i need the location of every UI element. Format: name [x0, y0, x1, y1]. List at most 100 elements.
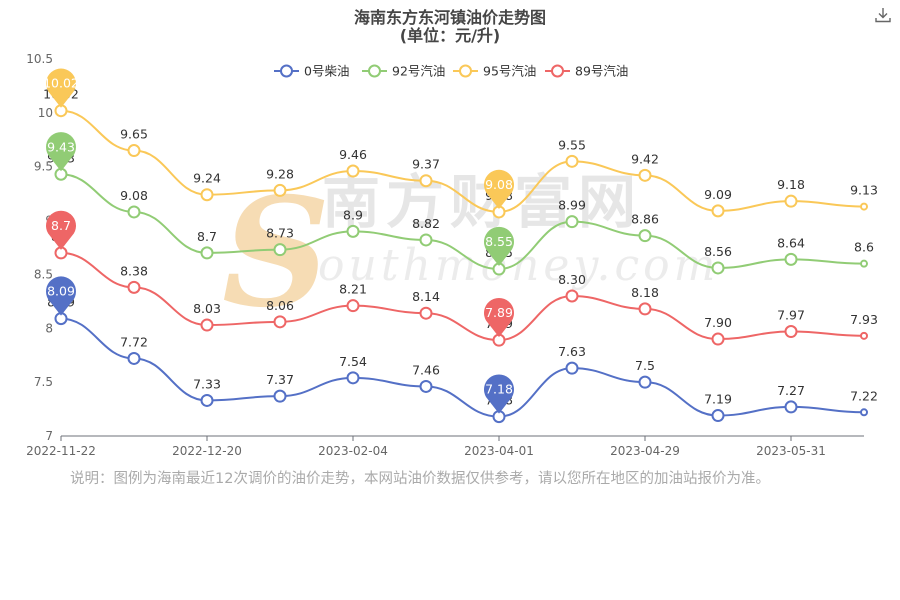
data-point [784, 194, 798, 208]
y-tick-label: 7.5 [34, 375, 53, 389]
data-label: 9.28 [266, 166, 294, 181]
markers-layer: 8.09 7.18 9.43 8.55 10.02 9.08 8.7 7.89 [43, 68, 514, 414]
data-label: 8.73 [266, 226, 294, 241]
legend-label: 0号柴油 [304, 64, 349, 79]
pin-marker: 9.43 [46, 132, 76, 172]
pin-marker: 8.09 [46, 276, 76, 316]
chart-note: 说明：图例为海南最近12次调价的油价走势，本网站油价数据仅供参考，请以您所在地区… [70, 471, 770, 487]
legend-label: 92号汽油 [392, 64, 445, 79]
data-point [200, 246, 214, 260]
data-point [565, 154, 579, 168]
pin-shape [46, 210, 76, 250]
pin-shape [46, 276, 76, 316]
data-point [711, 332, 725, 346]
x-tick-label: 2022-11-22 [26, 444, 96, 458]
data-label: 7.54 [339, 354, 367, 369]
data-label: 9.55 [558, 137, 586, 152]
series-line [60, 317, 865, 418]
data-label: 8.21 [339, 282, 367, 297]
data-label: 8.38 [120, 263, 148, 278]
data-label: 8.86 [631, 212, 659, 227]
legend: 0号柴油 92号汽油 95号汽油 89号汽油 [274, 64, 628, 79]
data-point [200, 318, 214, 332]
x-tick-label: 2023-02-04 [318, 444, 388, 458]
data-label: 9.37 [412, 157, 440, 172]
pin-shape [484, 374, 514, 414]
watermark-subtext: outhmoney.com [318, 240, 719, 291]
data-label: 8.9 [343, 207, 363, 222]
data-label: 8.99 [558, 198, 586, 213]
x-tick-label: 2023-05-31 [756, 444, 826, 458]
data-label: 9.65 [120, 127, 148, 142]
data-point [419, 174, 433, 188]
legend-item-2[interactable]: 95号汽油 [453, 64, 536, 79]
pin-label: 7.89 [485, 305, 513, 320]
x-tick-label: 2022-12-20 [172, 444, 242, 458]
data-point [860, 202, 868, 211]
data-label: 7.5 [635, 358, 655, 373]
data-point [127, 205, 141, 219]
pin-label: 8.09 [47, 284, 75, 299]
data-label: 8.6 [854, 240, 874, 255]
chart-axes: 77.588.599.51010.52022-11-222022-12-2020… [26, 52, 864, 458]
data-point [127, 144, 141, 158]
data-point [638, 229, 652, 243]
data-point [565, 289, 579, 303]
pin-marker: 7.89 [484, 297, 514, 338]
data-label: 9.46 [339, 147, 367, 162]
data-point [784, 400, 798, 414]
pin-marker: 8.7 [46, 210, 76, 250]
data-point [711, 204, 725, 218]
pin-shape [484, 226, 514, 267]
data-label: 9.08 [120, 188, 148, 203]
chart-subtitle: (单位：元/升) [399, 26, 501, 45]
legend-marker [280, 64, 293, 78]
data-label: 7.22 [850, 388, 878, 403]
legend-item-0[interactable]: 0号柴油 [274, 64, 349, 79]
pin-label: 8.7 [51, 218, 71, 233]
data-label: 7.93 [850, 312, 878, 327]
legend-item-3[interactable]: 89号汽油 [545, 64, 628, 79]
data-label: 9.13 [850, 183, 878, 198]
pin-label: 10.02 [43, 76, 79, 91]
pin-label: 7.18 [485, 382, 513, 397]
pin-marker: 9.08 [484, 169, 514, 209]
data-point [346, 371, 360, 385]
data-point [200, 393, 214, 407]
series-3 [54, 246, 868, 347]
data-label: 8.30 [558, 272, 586, 287]
series-line [60, 109, 865, 213]
data-label: 8.18 [631, 285, 659, 300]
y-tick-label: 8 [45, 321, 53, 335]
data-label: 9.09 [704, 187, 732, 202]
data-point [273, 243, 287, 257]
x-tick-label: 2023-04-01 [464, 444, 534, 458]
data-label: 8.56 [704, 244, 732, 259]
x-tick-label: 2023-04-29 [610, 444, 680, 458]
data-point [860, 408, 868, 417]
data-label: 7.33 [193, 376, 221, 391]
download-icon[interactable] [874, 6, 892, 24]
y-tick-label: 10.5 [26, 52, 53, 66]
data-label: 7.72 [120, 334, 148, 349]
data-point [127, 280, 141, 294]
data-label: 8.03 [193, 301, 221, 316]
legend-item-1[interactable]: 92号汽油 [362, 64, 445, 79]
data-point [419, 233, 433, 247]
data-label: 7.27 [777, 383, 805, 398]
data-label: 7.46 [412, 362, 440, 377]
data-label: 7.90 [704, 315, 732, 330]
y-tick-label: 7 [45, 429, 53, 443]
data-point [784, 325, 798, 339]
series-0 [54, 312, 868, 424]
pin-shape [484, 297, 514, 338]
pin-shape [484, 169, 514, 209]
data-label: 9.42 [631, 151, 659, 166]
data-label: 8.64 [777, 235, 805, 250]
y-tick-label: 8.5 [34, 267, 53, 281]
series-1 [54, 167, 868, 276]
data-point [565, 215, 579, 229]
data-point [860, 331, 868, 340]
